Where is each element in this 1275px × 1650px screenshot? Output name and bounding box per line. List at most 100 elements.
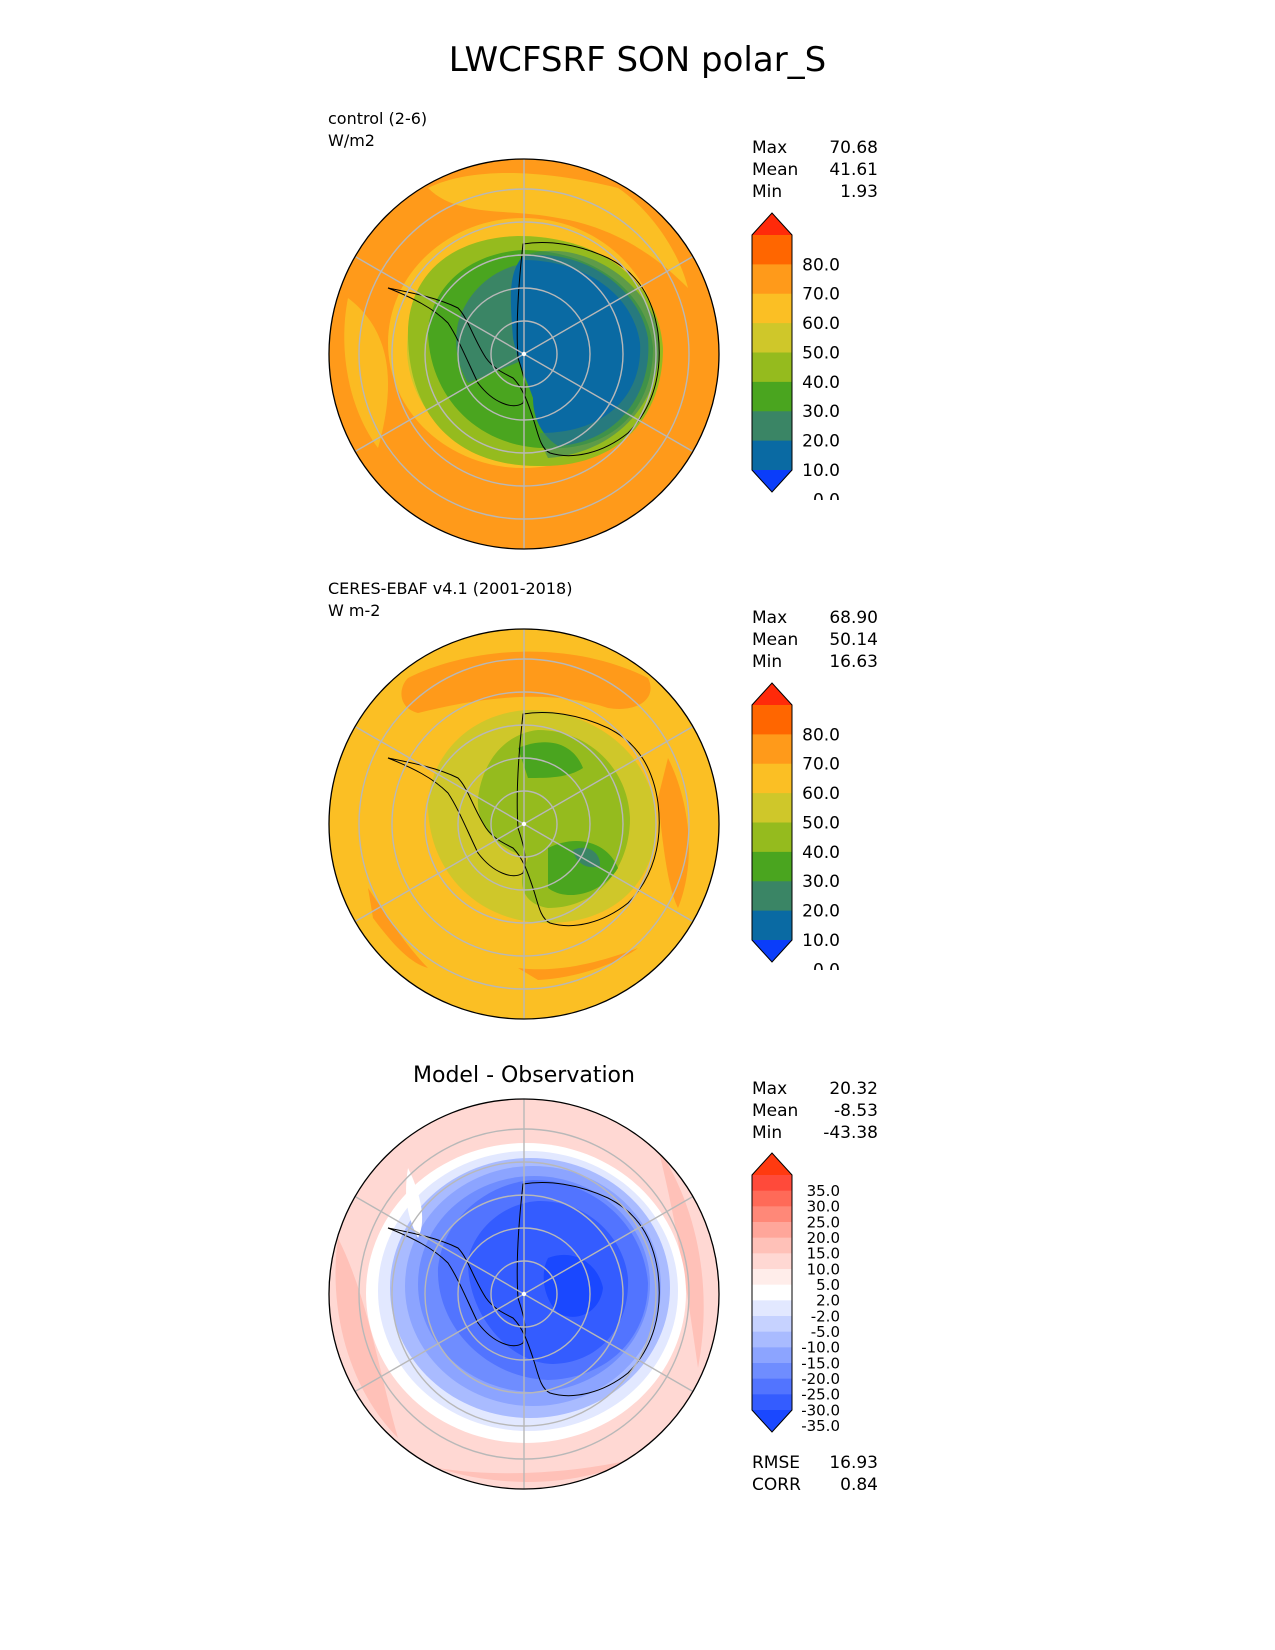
panel-3-metrics: RMSE 16.93 CORR 0.84: [752, 1452, 878, 1496]
panel-3-colorbar-swatch: [752, 1394, 792, 1411]
panel-2-antarctica-coastline: [387, 712, 660, 927]
panel-1-colorbar-tick-label: 20.0: [802, 432, 840, 452]
panel-3-colorbar-swatch: [752, 1269, 792, 1286]
panel-3-colorbar-tick-label: 35.0: [807, 1182, 840, 1200]
panel-1-title-line1: control (2-6): [328, 109, 428, 128]
panel-1-map: [328, 158, 720, 550]
panel-2-pole-marker: [521, 821, 527, 827]
panel-3-field-patch-south: [438, 1458, 638, 1482]
panel-2-colorbar-swatch: [752, 793, 792, 823]
panel-1-colorbar-swatch: [752, 411, 792, 442]
panel-2-units: W m-2: [328, 601, 381, 620]
panel-2-colorbar: 80.0 70.0 60.0 50.0 40.0 30.0 20.0 10.0 0.0: [751, 682, 840, 970]
panel-2-colorbar-outline: [751, 682, 793, 963]
panel-3-colorbar-swatch: [752, 1206, 792, 1223]
panel-3-colorbar-swatch: [752, 1284, 792, 1301]
panel-1-colorbar-tick-label: 50.0: [802, 343, 840, 363]
panel-2-colorbar-tick-label: 0.0: [813, 960, 840, 970]
panel-2-stat-max: Max 68.90: [752, 608, 878, 628]
panel-2-colorbar-tick-label: 10.0: [802, 931, 840, 951]
panel-1-colorbar-tick-label: 80.0: [802, 255, 840, 275]
panel-1-stats: Max 70.68 Mean 41.61 Min 1.93: [752, 137, 878, 203]
panel-3-colorbar: 35.030.025.020.015.010.05.02.0-2.0-5.0-1…: [751, 1152, 840, 1435]
panel-3-colorbar-tick-label: 20.0: [807, 1229, 840, 1247]
panel-1-colorbar-tick-label: 60.0: [802, 314, 840, 334]
panel-3-colorbar-tick-label: -15.0: [801, 1354, 840, 1372]
panel-3-colorbar-tick-label: -5.0: [811, 1323, 840, 1341]
panel-3-colorbar-outline: [751, 1152, 793, 1433]
panel-1-pole-marker: [521, 351, 527, 357]
panel-2-colorbar-swatch: [752, 851, 792, 882]
panel-1-field-patch-a: [344, 298, 388, 448]
panel-2-map-boundary: [328, 628, 720, 1020]
panel-1-field-band-10-west: [456, 263, 528, 383]
panel-3-colorbar-swatch: [752, 1175, 792, 1192]
panel-2-colorbar-tick-label: 40.0: [802, 843, 840, 863]
panel-3-colorbar-swatch: [752, 1253, 792, 1270]
panel-3-map: [328, 1098, 720, 1490]
panel-3-title: Model - Observation: [413, 1063, 635, 1088]
panel-3-colorbar-swatch: [752, 1222, 792, 1239]
panel-1-stat-mean: Mean 41.61: [752, 160, 878, 180]
panel-2-field-patch-east: [658, 758, 689, 908]
panel-2-colorbar-swatch: [752, 705, 792, 735]
panel-2-field-patch-20-a: [518, 742, 583, 778]
panel-1-field-patch-b: [428, 173, 688, 288]
panel-1-antarctica-coastline: [387, 242, 660, 457]
panel-2-colorbar-swatch: [752, 910, 792, 941]
panel-3-colorbar-tick-label: 2.0: [816, 1292, 840, 1310]
panel-2-field-patch-south: [518, 948, 638, 980]
panel-3-field-patch-m35: [543, 1254, 603, 1317]
panel-3-colorbar-extend-min: [752, 1410, 792, 1432]
panel-1-colorbar-extend-min: [752, 470, 792, 492]
panel-3-colorbar-swatch: [752, 1316, 792, 1333]
panel-1-colorbar-tick-label: 10.0: [802, 461, 840, 481]
panel-1-colorbar-swatch: [752, 293, 792, 324]
panel-2-colorbar-extend-max: [752, 683, 792, 705]
panel-3-pole-marker: [521, 1291, 527, 1297]
panel-3-colorbar-tick-label: 30.0: [807, 1198, 840, 1216]
panel-1-stat-max: Max 70.68: [752, 138, 878, 158]
figure-title: LWCFSRF SON polar_S: [448, 40, 827, 80]
panel-2-title: CERES-EBAF v4.1 (2001-2018) W m-2: [328, 578, 572, 622]
panel-3-colorbar-tick-label: 15.0: [807, 1245, 840, 1263]
panel-1-colorbar-tick-label: 30.0: [802, 402, 840, 422]
panel-1-colorbar-tick-label: 70.0: [802, 285, 840, 305]
panel-1-colorbar-tick-label: 0.0: [813, 490, 840, 500]
panel-1-units: W/m2: [328, 131, 375, 150]
panel-1-colorbar-swatch: [752, 323, 792, 353]
panel-3-colorbar-swatch: [752, 1378, 792, 1395]
panel-3-stats: Max 20.32 Mean -8.53 Min -43.38: [752, 1078, 878, 1144]
panel-3-colorbar-swatch: [752, 1190, 792, 1207]
panel-2-stats: Max 68.90 Mean 50.14 Min 16.63: [752, 607, 878, 673]
panel-3-colorbar-extend-max: [752, 1153, 792, 1175]
panel-1-colorbar-swatch: [752, 235, 792, 265]
panel-3-stat-mean: Mean -8.53: [752, 1101, 878, 1121]
panel-3-colorbar-tick-label: -35.0: [801, 1417, 840, 1435]
panel-1-colorbar-tick-label: 40.0: [802, 373, 840, 393]
panel-2-colorbar-tick-label: 70.0: [802, 755, 840, 775]
panel-2-colorbar-tick-label: 50.0: [802, 813, 840, 833]
panel-1-colorbar-swatch: [752, 381, 792, 412]
panel-2-title-line1: CERES-EBAF v4.1 (2001-2018): [328, 579, 573, 598]
panel-3-colorbar-swatch: [752, 1237, 792, 1254]
panel-2-colorbar-tick-label: 30.0: [802, 872, 840, 892]
panel-2-colorbar-swatch: [752, 763, 792, 794]
panel-2-map: [328, 628, 720, 1020]
panel-3-metric-rmse: RMSE 16.93: [752, 1453, 878, 1473]
panel-3-colorbar-tick-label: -30.0: [801, 1401, 840, 1419]
panel-1-map-boundary: [328, 158, 720, 550]
panel-3-colorbar-tick-label: 25.0: [807, 1213, 840, 1231]
panel-1-colorbar-swatch: [752, 440, 792, 471]
panel-2-field-patch-20-b: [548, 840, 618, 896]
panel-2-field-patch-10: [573, 847, 601, 868]
panel-3-antarctica-coastline: [387, 1182, 660, 1397]
panel-3-colorbar-tick-label: -2.0: [811, 1307, 840, 1325]
panel-3-map-boundary: [328, 1098, 720, 1490]
panel-3-colorbar-tick-label: 5.0: [816, 1276, 840, 1294]
panel-2-colorbar-tick-label: 80.0: [802, 725, 840, 745]
panel-2-colorbar-swatch: [752, 734, 792, 765]
panel-3-colorbar-swatch: [752, 1347, 792, 1364]
panel-3-stat-max: Max 20.32: [752, 1079, 878, 1099]
panel-2-colorbar-extend-min: [752, 940, 792, 962]
